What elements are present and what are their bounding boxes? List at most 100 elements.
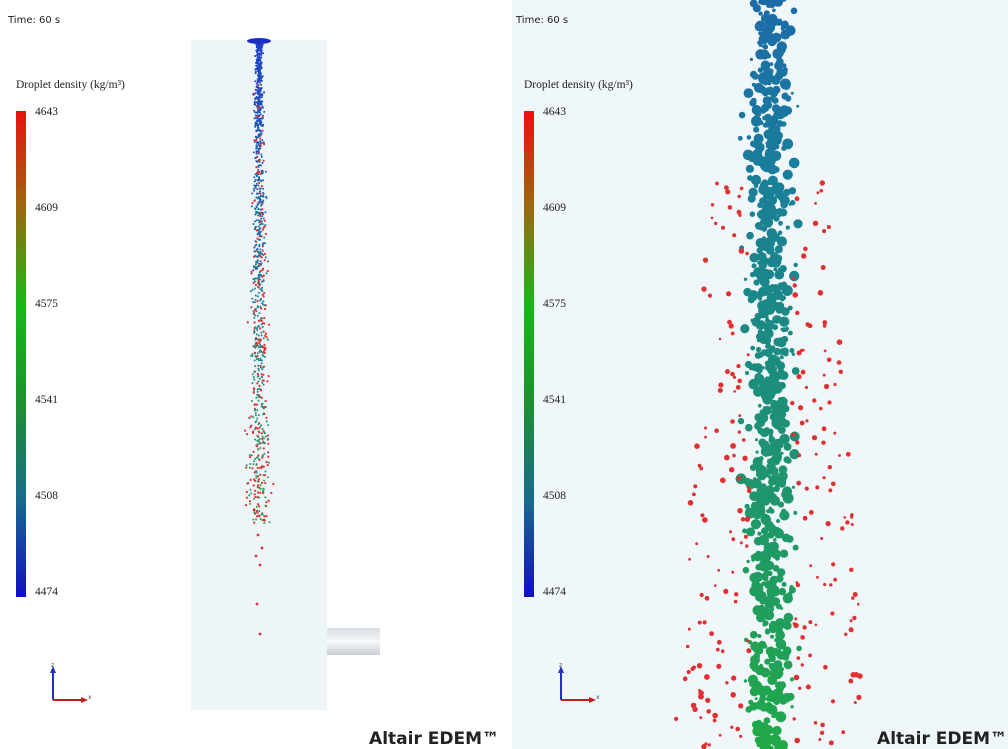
particle [255,214,257,216]
particle [698,464,702,468]
particle [743,567,750,574]
particle [254,409,256,411]
particle [742,438,746,442]
particle [255,397,257,399]
particle [247,321,249,323]
particle [254,428,256,430]
particle [732,233,736,237]
particle [265,233,267,235]
particle [854,701,857,704]
particle [771,446,777,452]
particle [267,438,269,440]
particle [793,545,799,551]
particle [757,669,761,673]
particle [262,188,264,190]
particle [251,382,253,384]
particle [758,404,762,408]
particle [254,246,256,248]
particle [828,488,832,492]
particle [778,397,781,400]
particle [250,272,252,274]
particle [771,284,781,294]
particle [756,451,759,454]
particle [255,50,257,52]
particle [259,82,261,84]
particle [700,593,704,597]
particle [688,558,691,561]
particle [798,405,803,410]
particle [254,55,256,57]
particle [264,253,266,255]
particle [256,603,259,606]
viewports: Time: 60 sDroplet density (kg/m³)4643460… [0,0,1008,749]
particle [254,207,256,209]
particle [265,196,267,198]
particle [260,51,262,53]
particle [770,635,774,639]
particle [747,353,750,356]
particle [792,353,795,356]
particle [762,236,766,240]
particle [255,412,257,414]
particle [761,581,766,586]
particle [782,93,789,100]
particle [260,54,262,56]
particle [748,296,755,303]
particle [263,317,265,319]
particle [257,352,259,354]
particle [833,383,836,386]
particle [703,620,707,624]
particle [258,292,260,294]
particle [817,191,820,194]
particle [259,148,261,150]
particle [257,169,259,171]
particle [256,343,258,345]
particle [756,728,764,736]
particle [255,263,257,265]
particle [796,481,801,486]
particle [256,418,258,420]
particle [788,331,793,336]
particle [255,226,257,228]
particle [256,409,258,411]
particle [780,550,788,558]
particle [761,527,768,534]
particle [259,278,261,280]
particle [738,430,741,433]
particle [792,486,795,489]
particle [258,459,260,461]
particle [268,375,270,377]
particle [262,195,264,197]
particle [262,380,264,382]
particle [730,443,736,449]
particle [264,304,266,306]
particle [255,256,257,258]
particle [259,80,261,82]
particle [257,148,259,150]
particle [781,146,786,151]
particle [776,108,782,114]
particle [263,515,265,517]
particle [262,304,264,306]
particle [267,451,269,453]
particle [257,90,259,92]
particle [797,351,802,356]
particle [791,92,794,95]
particle [736,385,741,390]
particle [260,367,262,369]
particle [258,245,260,247]
particle [263,142,265,144]
particle [256,300,258,302]
particle [249,500,251,502]
particle [772,92,777,97]
column [191,40,327,710]
particle [250,493,252,495]
particle [257,193,259,195]
particle [762,575,769,582]
particle [261,101,263,103]
particle [709,631,714,636]
particle [262,213,264,215]
particle [245,504,247,506]
particle [256,96,258,98]
particle [258,325,260,327]
